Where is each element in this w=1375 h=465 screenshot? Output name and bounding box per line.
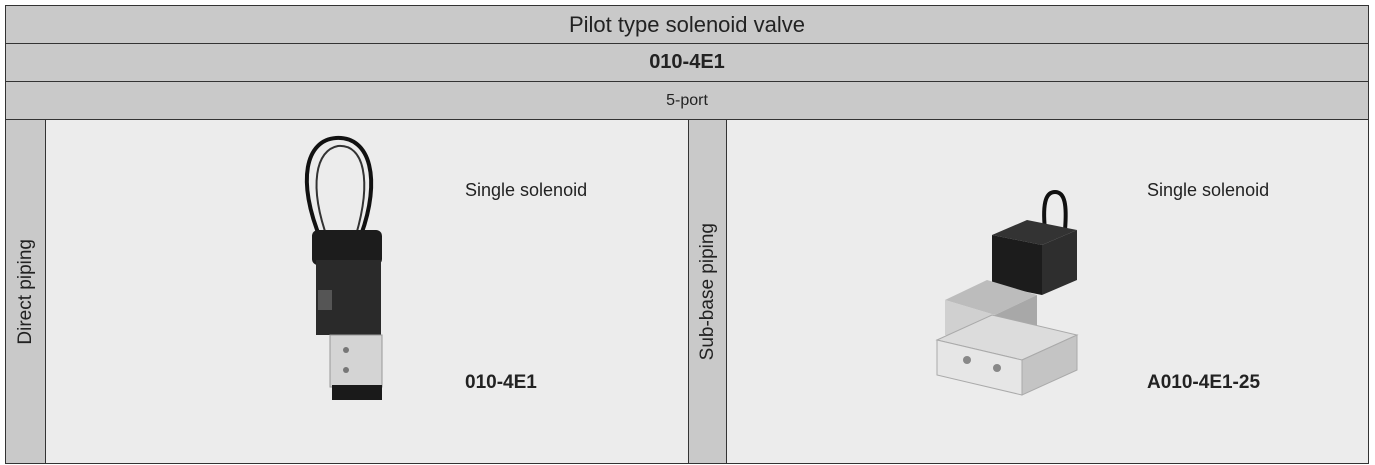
valve-image <box>304 135 383 400</box>
model: 010-4E1 <box>649 51 725 73</box>
section-label: Sub-base piping <box>696 222 718 361</box>
section-label-cell: Direct piping <box>5 119 46 464</box>
model-number: A010-4E1-25 <box>1147 372 1261 393</box>
valve-image <box>935 189 1079 396</box>
title: Pilot type solenoid valve <box>568 11 806 37</box>
title-row: Pilot type solenoid valve <box>5 5 1369 44</box>
description: Single solenoid <box>1147 180 1270 200</box>
model-row: 010-4E1 <box>5 43 1369 82</box>
section-label-cell: Sub-base piping <box>688 119 727 464</box>
section-cell: Single solenoid A010-4E1-25 <box>726 119 1369 464</box>
section-cell: Single solenoid 010-4E1 <box>45 119 689 464</box>
ports: 5-port <box>666 91 708 109</box>
description: Single solenoid <box>465 180 588 200</box>
section-label: Direct piping <box>14 238 36 345</box>
model-number: 010-4E1 <box>465 372 537 393</box>
ports-row: 5-port <box>5 81 1369 120</box>
